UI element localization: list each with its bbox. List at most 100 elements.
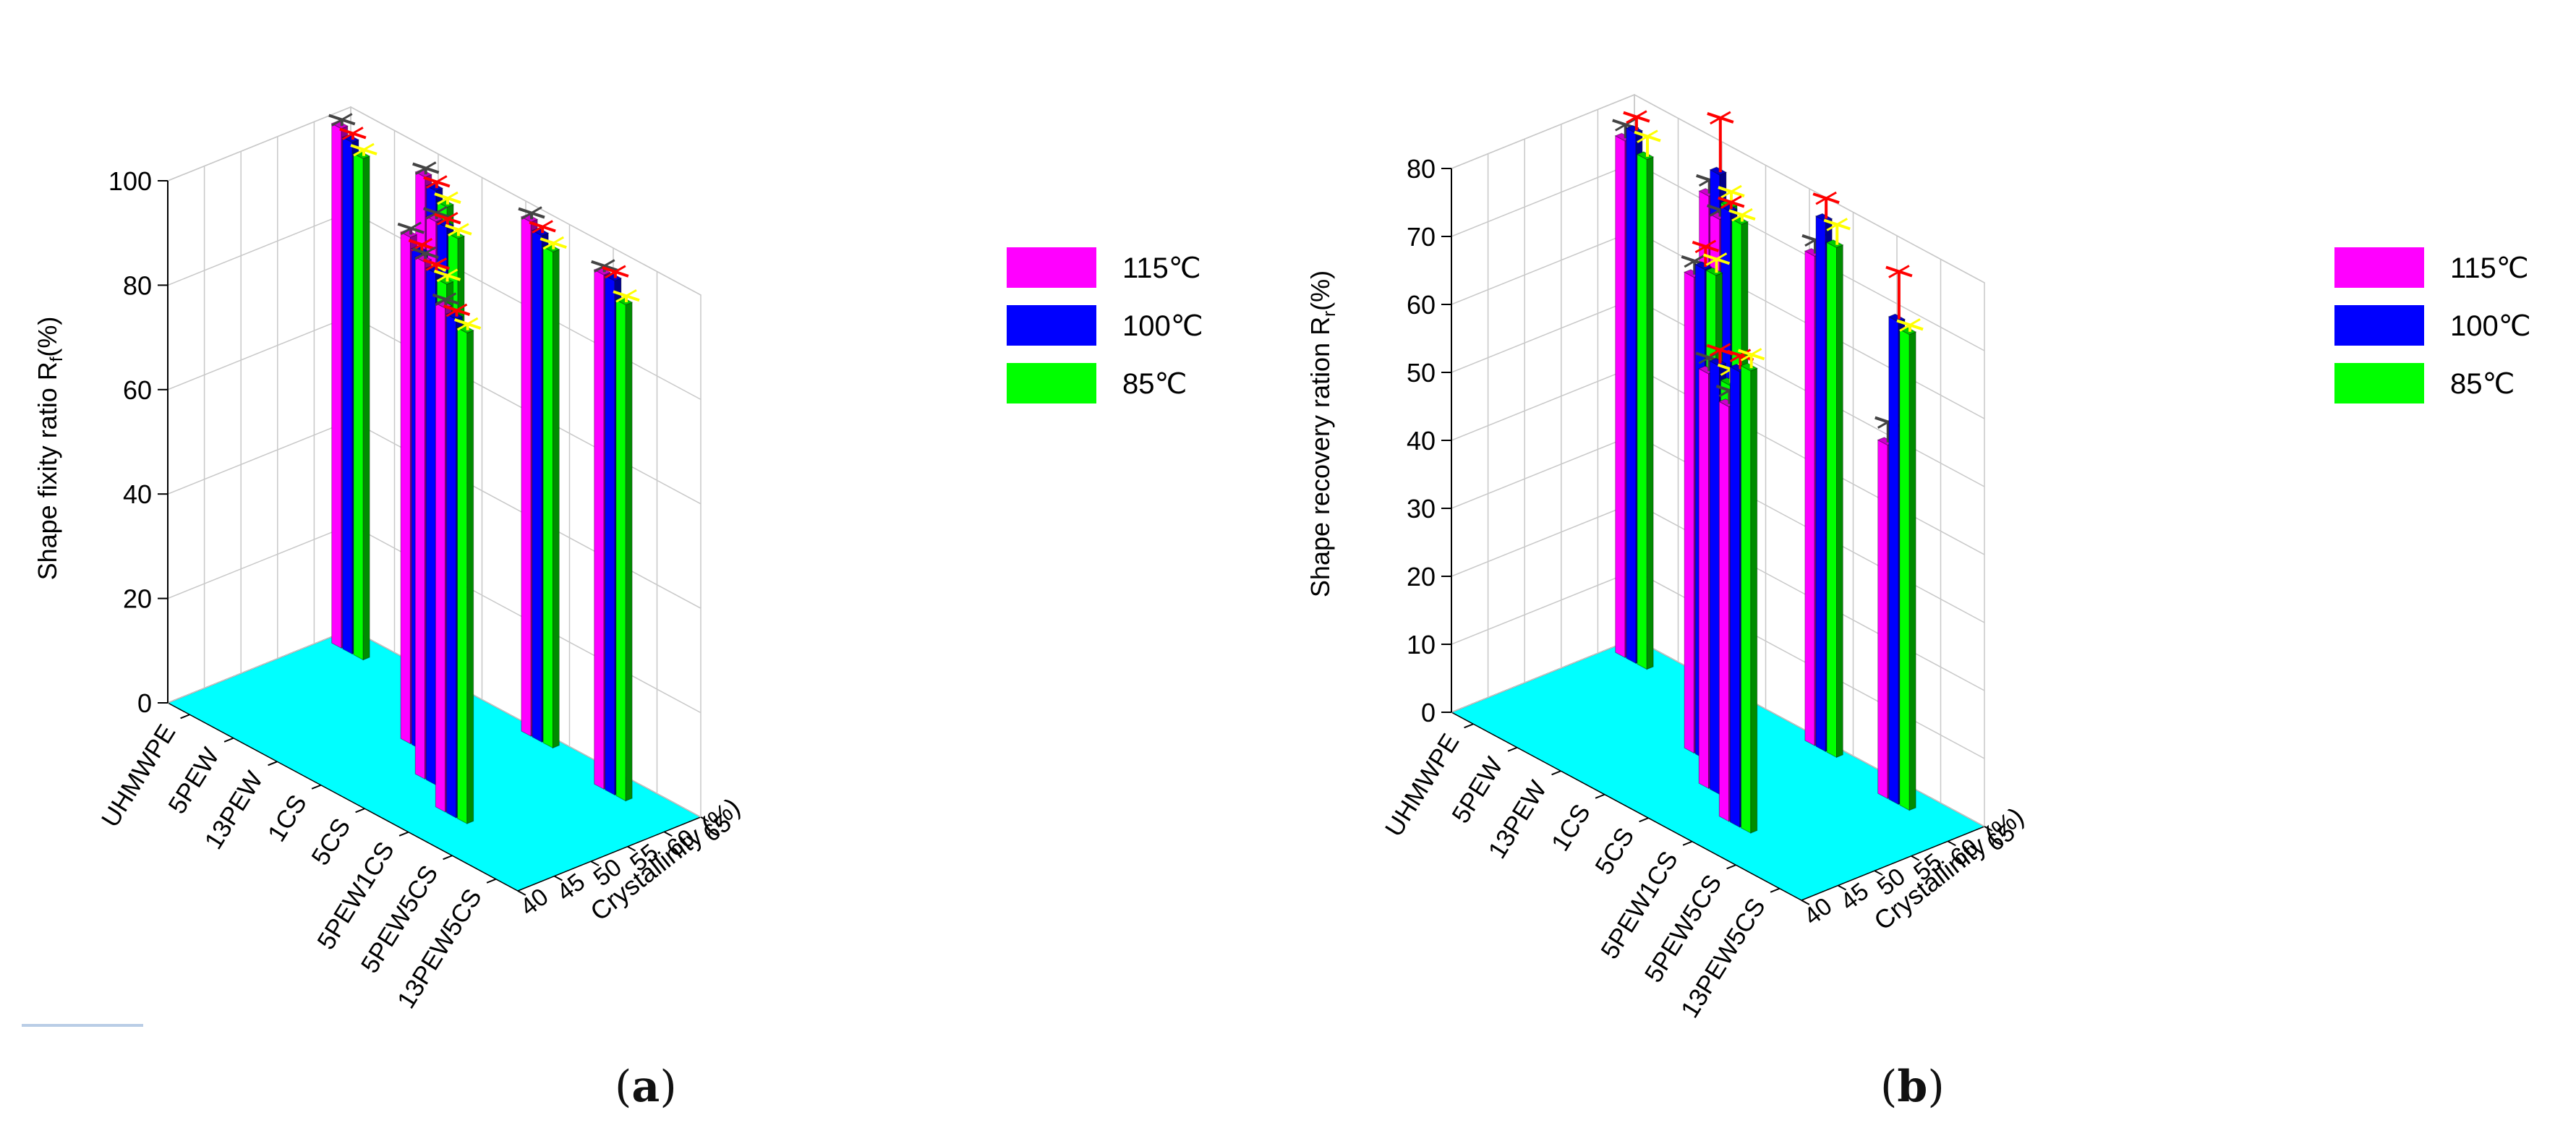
error-cap <box>342 127 364 140</box>
error-cap <box>594 259 615 273</box>
y-tick <box>1838 884 1846 891</box>
bar-face-side <box>553 249 560 749</box>
bar-face-front <box>1804 250 1815 746</box>
z-tick-label: 0 <box>137 688 152 718</box>
bar-face-top <box>1625 124 1644 134</box>
bar-face-front <box>414 256 425 780</box>
bar-face-front <box>1826 242 1837 759</box>
x-tick <box>443 855 453 860</box>
legend-swatch <box>2334 247 2424 288</box>
error-cap <box>400 221 422 236</box>
bar-face-side <box>1646 156 1654 670</box>
z-tick-label: 100 <box>108 166 152 196</box>
bar-face-side <box>1836 244 1843 759</box>
error-cap <box>1740 348 1762 362</box>
y-tick <box>627 845 636 852</box>
x-tick <box>355 808 365 813</box>
bar-face-front <box>1637 153 1647 670</box>
bar-face-front <box>1718 401 1730 822</box>
y-tick <box>517 890 526 896</box>
bar-face-front <box>1741 364 1752 834</box>
bar-face-front <box>435 302 446 813</box>
bar-face-front <box>1684 271 1694 754</box>
z-tick-label: 50 <box>1407 358 1436 388</box>
legend-swatch <box>2334 305 2424 346</box>
bar-face-top <box>1636 151 1655 161</box>
y-tick <box>1984 826 1993 832</box>
x-tick-label: 5CS <box>1590 823 1639 879</box>
bar-face-top <box>1825 239 1844 248</box>
x-tick <box>1639 817 1649 823</box>
bar-face-front <box>542 246 553 749</box>
bar-face-front <box>1626 127 1637 665</box>
z-axis-title-main: Shape fixity ratio R <box>33 362 62 580</box>
chart-a: 0 20 40 60 80 100 Shape fixity ratio Rf(%) UHMW… <box>33 106 1203 1013</box>
bar-face-top <box>1814 213 1833 222</box>
error-cap <box>435 292 457 307</box>
bar-face-top <box>1888 313 1906 323</box>
legend-swatch <box>2334 363 2424 403</box>
error-cap <box>1615 118 1637 132</box>
bar-face-front <box>1729 366 1741 828</box>
x-tick <box>223 737 234 743</box>
x-tick <box>1507 746 1518 752</box>
bar-face-front <box>605 275 615 796</box>
z-gridline <box>1451 94 1985 283</box>
bar-face-front <box>1899 328 1910 811</box>
left-wall <box>167 106 351 704</box>
bar-face-front <box>521 215 532 737</box>
x-tick <box>1770 887 1780 893</box>
x-tick <box>1682 840 1693 846</box>
bar-face-front <box>1877 439 1888 800</box>
error-cap <box>605 265 626 279</box>
error-cap <box>437 212 459 226</box>
bar-85C <box>350 142 378 661</box>
legend-swatch <box>1007 363 1096 403</box>
y-tick <box>554 875 563 881</box>
error-cap <box>1731 208 1753 222</box>
z-axis-title: Shape fixity ratio Rf(%) <box>33 317 67 581</box>
error-cap <box>1705 252 1728 266</box>
caption-b: (b) <box>1880 1062 1945 1112</box>
y-tick <box>590 860 600 866</box>
error-cap <box>437 191 459 205</box>
bar-face-front <box>457 327 468 824</box>
legend-label: 115℃ <box>1122 252 1201 284</box>
bar-face-top <box>1740 362 1758 372</box>
bar-face-side <box>1750 367 1758 834</box>
z-tick-label: 60 <box>1407 290 1436 320</box>
legend-label: 115℃ <box>2450 252 2529 284</box>
x-tick-label: 1CS <box>263 790 312 846</box>
z-tick-label: 70 <box>1407 222 1436 252</box>
bar-face-front <box>445 313 457 819</box>
bar-face-front <box>1815 215 1826 753</box>
bar-85C <box>1823 218 1851 759</box>
caption-a: (a) <box>615 1062 677 1112</box>
legend-swatch <box>1007 305 1096 346</box>
legend-swatch <box>1007 247 1096 288</box>
z-tick-label: 0 <box>1421 698 1436 727</box>
x-tick <box>398 831 409 837</box>
error-cap <box>1899 318 1921 332</box>
error-cap <box>426 175 448 189</box>
y-tick <box>700 816 709 822</box>
bar-face-front <box>594 269 605 790</box>
error-cap <box>425 257 448 271</box>
bar-face-top <box>1709 166 1728 176</box>
error-cap <box>414 161 437 175</box>
bar-face-front <box>353 153 364 661</box>
bar-face-front <box>615 299 626 802</box>
bar-face-top <box>1694 261 1713 270</box>
z-tick-label: 40 <box>123 479 152 509</box>
error-cap <box>448 223 469 237</box>
error-cap <box>542 236 564 250</box>
bar-face-front <box>400 231 411 745</box>
bar-85C <box>1737 348 1765 834</box>
bar-85C <box>453 317 482 824</box>
bar-face-top <box>1705 267 1723 276</box>
bar-85C <box>1896 318 1924 811</box>
x-tick <box>1595 793 1605 799</box>
x-tick-label: UHMWPE <box>1380 729 1465 842</box>
x-tick <box>1551 770 1561 776</box>
